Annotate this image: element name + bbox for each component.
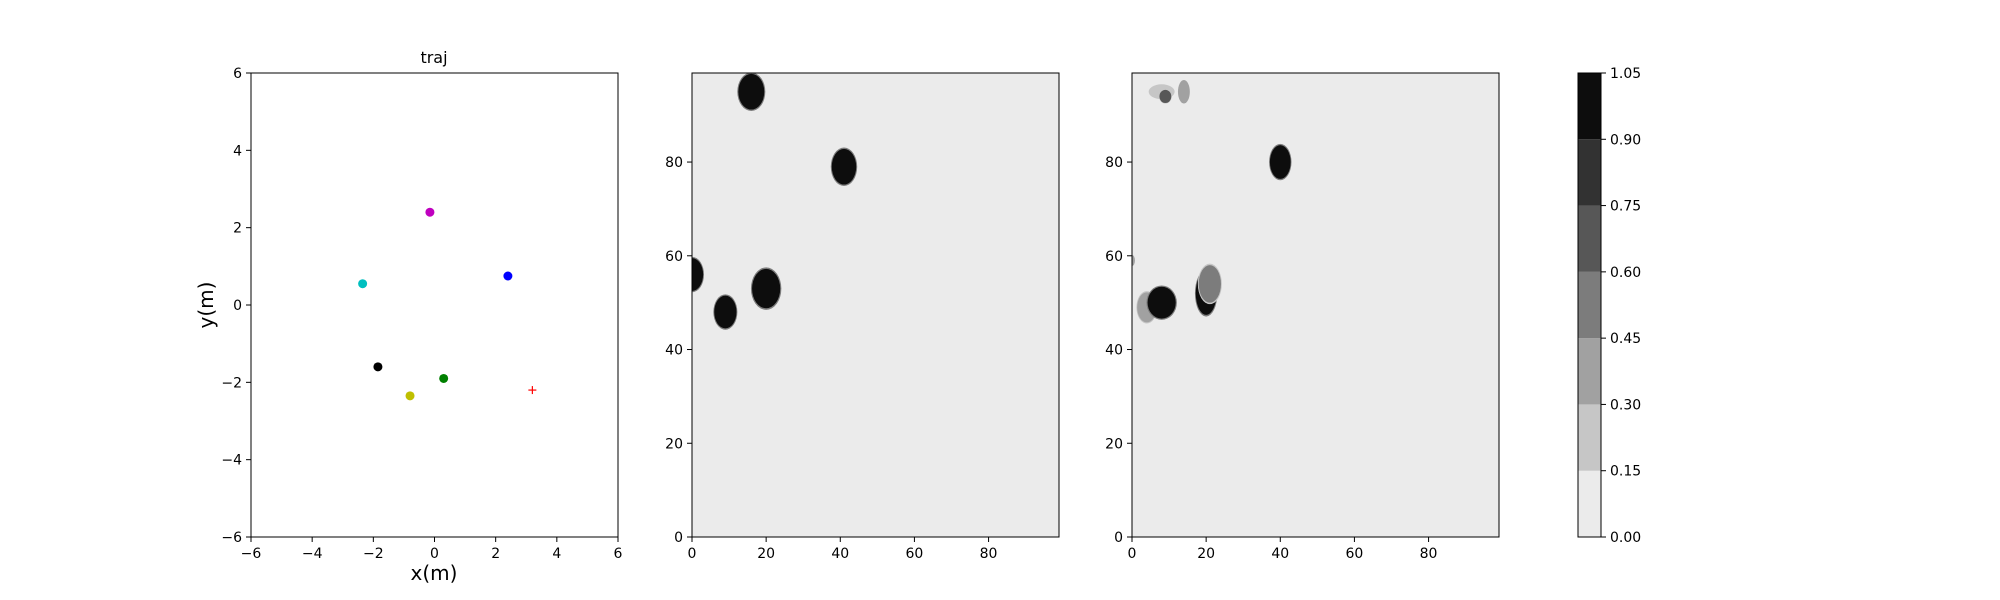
x-axis-label: x(m) <box>411 561 458 585</box>
y-tick-label: 20 <box>665 436 683 452</box>
x-tick-label: 4 <box>552 546 561 562</box>
y-tick-label: 0 <box>233 298 242 314</box>
heatmap-blob <box>1146 285 1177 320</box>
heatmap-blob <box>1132 254 1135 267</box>
colorbar-frame <box>1577 72 1602 538</box>
x-tick-label: −2 <box>363 546 384 562</box>
x-tick-label: 6 <box>614 546 623 562</box>
y-tick-label: 60 <box>1105 249 1123 265</box>
agent-point <box>439 373 449 383</box>
x-tick-label: 0 <box>1128 546 1137 562</box>
y-tick-label: 80 <box>1105 155 1123 171</box>
colorbar-segment <box>1578 205 1601 272</box>
heatmap-blob <box>1177 80 1190 104</box>
colorbar: 0.00 0.15 0.30 0.45 0.60 0.75 0.90 1.05 <box>1577 66 1641 546</box>
colorbar-segment <box>1578 73 1601 140</box>
axes-frame <box>1131 72 1500 538</box>
goal-marker <box>528 386 537 395</box>
colorbar-tick-label: 0.75 <box>1610 199 1641 215</box>
heatmap-blob <box>1197 263 1222 305</box>
traj-panel: traj x(m) y(m) −6 −4 −2 0 2 4 6 −6 −4 −2 0 2 4 6 <box>194 48 623 585</box>
y-axis-label: y(m) <box>194 282 218 329</box>
plot-area <box>251 73 618 537</box>
agent-point <box>373 362 383 372</box>
colorbar-segment <box>1578 139 1601 206</box>
heatmap-blob <box>1158 89 1172 104</box>
x-tick-label: 0 <box>430 546 439 562</box>
colorbar-tick-label: 0.60 <box>1610 265 1641 281</box>
heatmap-blob <box>692 256 705 293</box>
colorbar-segment <box>1578 338 1601 405</box>
y-tick-label: −6 <box>221 530 242 546</box>
colorbar-tick-label: 0.30 <box>1610 397 1641 413</box>
colorbar-tick-label: 0.15 <box>1610 464 1641 480</box>
x-tick-label: 40 <box>1271 546 1289 562</box>
x-tick-label: 60 <box>906 546 924 562</box>
heatmap-panel-1: 0 20 40 60 80 0 20 40 60 80 <box>665 72 1060 562</box>
colorbar-tick-label: 0.45 <box>1610 331 1641 347</box>
x-tick-label: 20 <box>757 546 775 562</box>
y-tick-label: 4 <box>233 143 242 159</box>
agent-point <box>503 271 513 281</box>
heatmap-background <box>1132 73 1499 537</box>
heatmap-blob <box>750 267 782 310</box>
y-tick-label: 20 <box>1105 436 1123 452</box>
x-tick-label: −6 <box>241 546 262 562</box>
colorbar-tick-label: 0.90 <box>1610 132 1641 148</box>
x-tick-label: 20 <box>1197 546 1215 562</box>
axes-frame <box>250 72 619 538</box>
y-tick-label: 60 <box>665 249 683 265</box>
axes-frame <box>691 72 1060 538</box>
colorbar-tick-label: 0.00 <box>1610 530 1641 546</box>
x-tick-label: 2 <box>491 546 500 562</box>
agent-point <box>425 207 435 217</box>
heatmap-panel-2: 0 20 40 60 80 0 20 40 60 80 <box>1105 72 1500 562</box>
agent-point <box>405 391 415 401</box>
colorbar-segment <box>1578 470 1601 537</box>
heatmap-blob <box>1269 143 1292 181</box>
x-tick-label: 60 <box>1346 546 1364 562</box>
x-tick-label: 40 <box>831 546 849 562</box>
colorbar-segment <box>1578 271 1601 339</box>
heatmap-blob <box>737 73 766 111</box>
y-tick-label: 80 <box>665 155 683 171</box>
y-tick-label: 2 <box>233 221 242 237</box>
heatmap-blob <box>713 294 738 330</box>
y-tick-label: 0 <box>674 530 683 546</box>
y-tick-label: −2 <box>221 375 242 391</box>
x-tick-label: 80 <box>980 546 998 562</box>
y-tick-label: 0 <box>1114 530 1123 546</box>
colorbar-tick-label: 1.05 <box>1610 66 1641 82</box>
x-tick-label: 80 <box>1420 546 1438 562</box>
y-tick-label: 40 <box>1105 343 1123 359</box>
chart-title: traj <box>420 48 447 67</box>
heatmap-blob <box>830 147 858 186</box>
y-tick-label: −4 <box>221 453 242 469</box>
agent-point <box>358 279 368 289</box>
x-tick-label: 0 <box>688 546 697 562</box>
heatmap-background <box>692 73 1059 537</box>
x-tick-label: −4 <box>302 546 323 562</box>
y-tick-label: 40 <box>665 343 683 359</box>
y-tick-label: 6 <box>233 66 242 82</box>
colorbar-segment <box>1578 404 1601 471</box>
